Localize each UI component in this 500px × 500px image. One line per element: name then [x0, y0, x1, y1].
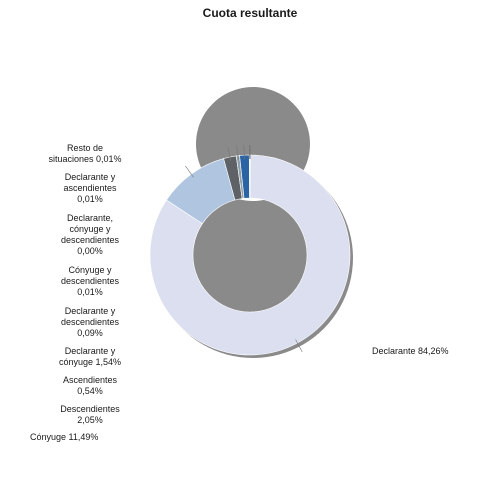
chart-title: Cuota resultante [202, 6, 298, 20]
slice-label-declarante-conyuge: Declarante y cónyuge 1,54% [58, 346, 122, 367]
leader-line-2 [227, 147, 231, 162]
donut-slices [149, 154, 351, 356]
slice-label-conyuge-descendientes: Cónyuge y descendientes 0,01% [60, 265, 120, 297]
slice-label-conyuge: Cónyuge 11,49% [30, 432, 99, 442]
slice-label-resto: Resto de situaciones 0,01% [48, 143, 122, 164]
leader-line-0 [295, 339, 303, 352]
leader-lines [185, 144, 303, 352]
slice-label-declarante: Declarante 84,26% [372, 346, 449, 356]
slice-label-descendientes: Descendientes 2,05% [60, 404, 120, 425]
slice-label-declarante-conyuge-descendientes: Declarante, cónyuge y descendientes 0,00… [60, 213, 120, 256]
donut-slice-0 [149, 154, 351, 356]
slice-label-declarante-descendientes: Declarante y descendientes 0,09% [60, 306, 120, 338]
leader-line-4 [243, 145, 245, 160]
slice-label-declarante-ascendientes: Declarante y ascendientes 0,01% [63, 172, 117, 204]
leader-line-3 [236, 145, 239, 160]
slice-label-ascendientes: Ascendientes 0,54% [62, 375, 118, 396]
leader-line-1 [185, 165, 194, 178]
